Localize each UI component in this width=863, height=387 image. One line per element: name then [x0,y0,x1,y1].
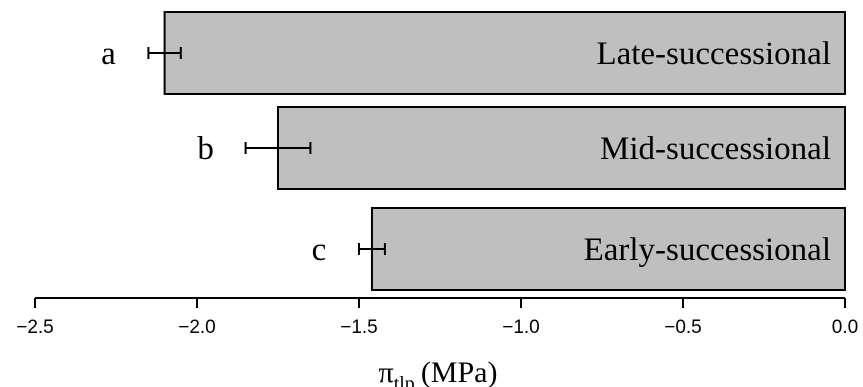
x-axis-label: πtlp (MPa) [379,356,498,387]
x-axis: −2.5 −2.0 −1.5 −1.0 −0.5 0.0 [16,297,858,338]
bar-label-3: Early-successional [584,232,831,268]
x-axis-label-subscript: tlp [394,373,415,387]
bar-1 [163,11,847,95]
x-tick-label-1: −2.5 [16,317,54,338]
x-tick-label-6: 0.0 [832,317,858,338]
significance-letter-1: a [101,36,116,72]
bar-2 [277,106,846,190]
bar-label-2: Mid-successional [600,131,831,167]
x-axis-label-symbol: π [379,356,394,387]
bars: Late-successional a Mid-successional b Early… [101,11,847,291]
significance-letter-3: c [312,232,327,268]
significance-letter-2: b [197,131,214,167]
x-tick-label-3: −1.5 [340,317,378,338]
bar-3 [370,207,846,291]
x-tick-label-2: −2.0 [178,317,216,338]
bar-label-1: Late-successional [596,36,831,72]
x-axis-label-unit: (MPa) [421,356,498,387]
x-tick-label-4: −1.0 [502,317,540,338]
x-tick-label-5: −0.5 [664,317,702,338]
